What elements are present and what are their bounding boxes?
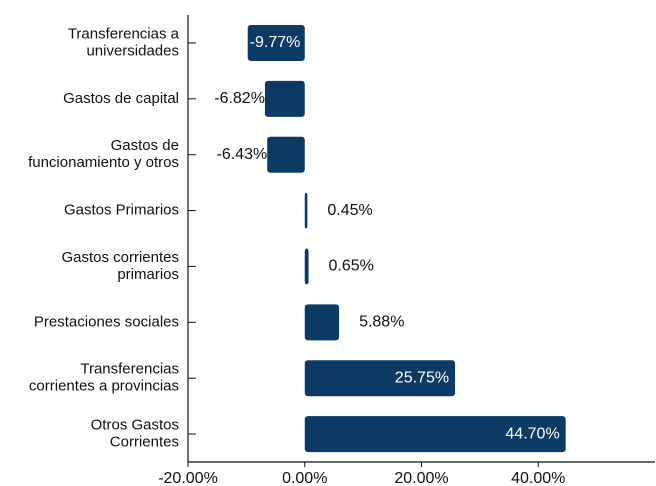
y-tick-label: Gastos de funcionamiento y otros xyxy=(28,137,179,171)
bar xyxy=(264,80,305,117)
bar xyxy=(304,304,340,341)
data-label: 25.75% xyxy=(395,369,449,386)
bar xyxy=(304,416,566,453)
x-tick-label: 40.00% xyxy=(511,470,565,486)
x-tick-label: 0.00% xyxy=(282,470,327,486)
x-tick-label: -20.00% xyxy=(158,470,218,486)
x-tick-label: 20.00% xyxy=(394,470,448,486)
y-tick-label: Gastos Primarios xyxy=(64,202,179,219)
data-label: -6.82% xyxy=(214,90,265,107)
bar xyxy=(304,360,456,397)
bar xyxy=(267,136,305,173)
y-tick-label: Transferencias a universidades xyxy=(68,25,180,59)
data-label: 0.45% xyxy=(327,202,372,219)
y-tick-label: Prestaciones sociales xyxy=(34,313,179,330)
data-label: -6.43% xyxy=(217,146,268,163)
bar xyxy=(247,24,305,61)
y-tick-label: Transferencias corrientes a provincias xyxy=(29,361,179,395)
bar xyxy=(304,248,309,285)
data-label: 44.70% xyxy=(505,425,559,442)
bar xyxy=(304,192,308,229)
data-label: 0.65% xyxy=(329,258,374,275)
data-label: 5.88% xyxy=(359,314,404,331)
y-tick-label: Gastos de capital xyxy=(63,90,179,107)
y-tick-label: Gastos corrientes primarios xyxy=(61,249,179,283)
data-label: -9.77% xyxy=(250,34,301,51)
y-tick-label: Otros Gastos Corrientes xyxy=(91,417,179,451)
